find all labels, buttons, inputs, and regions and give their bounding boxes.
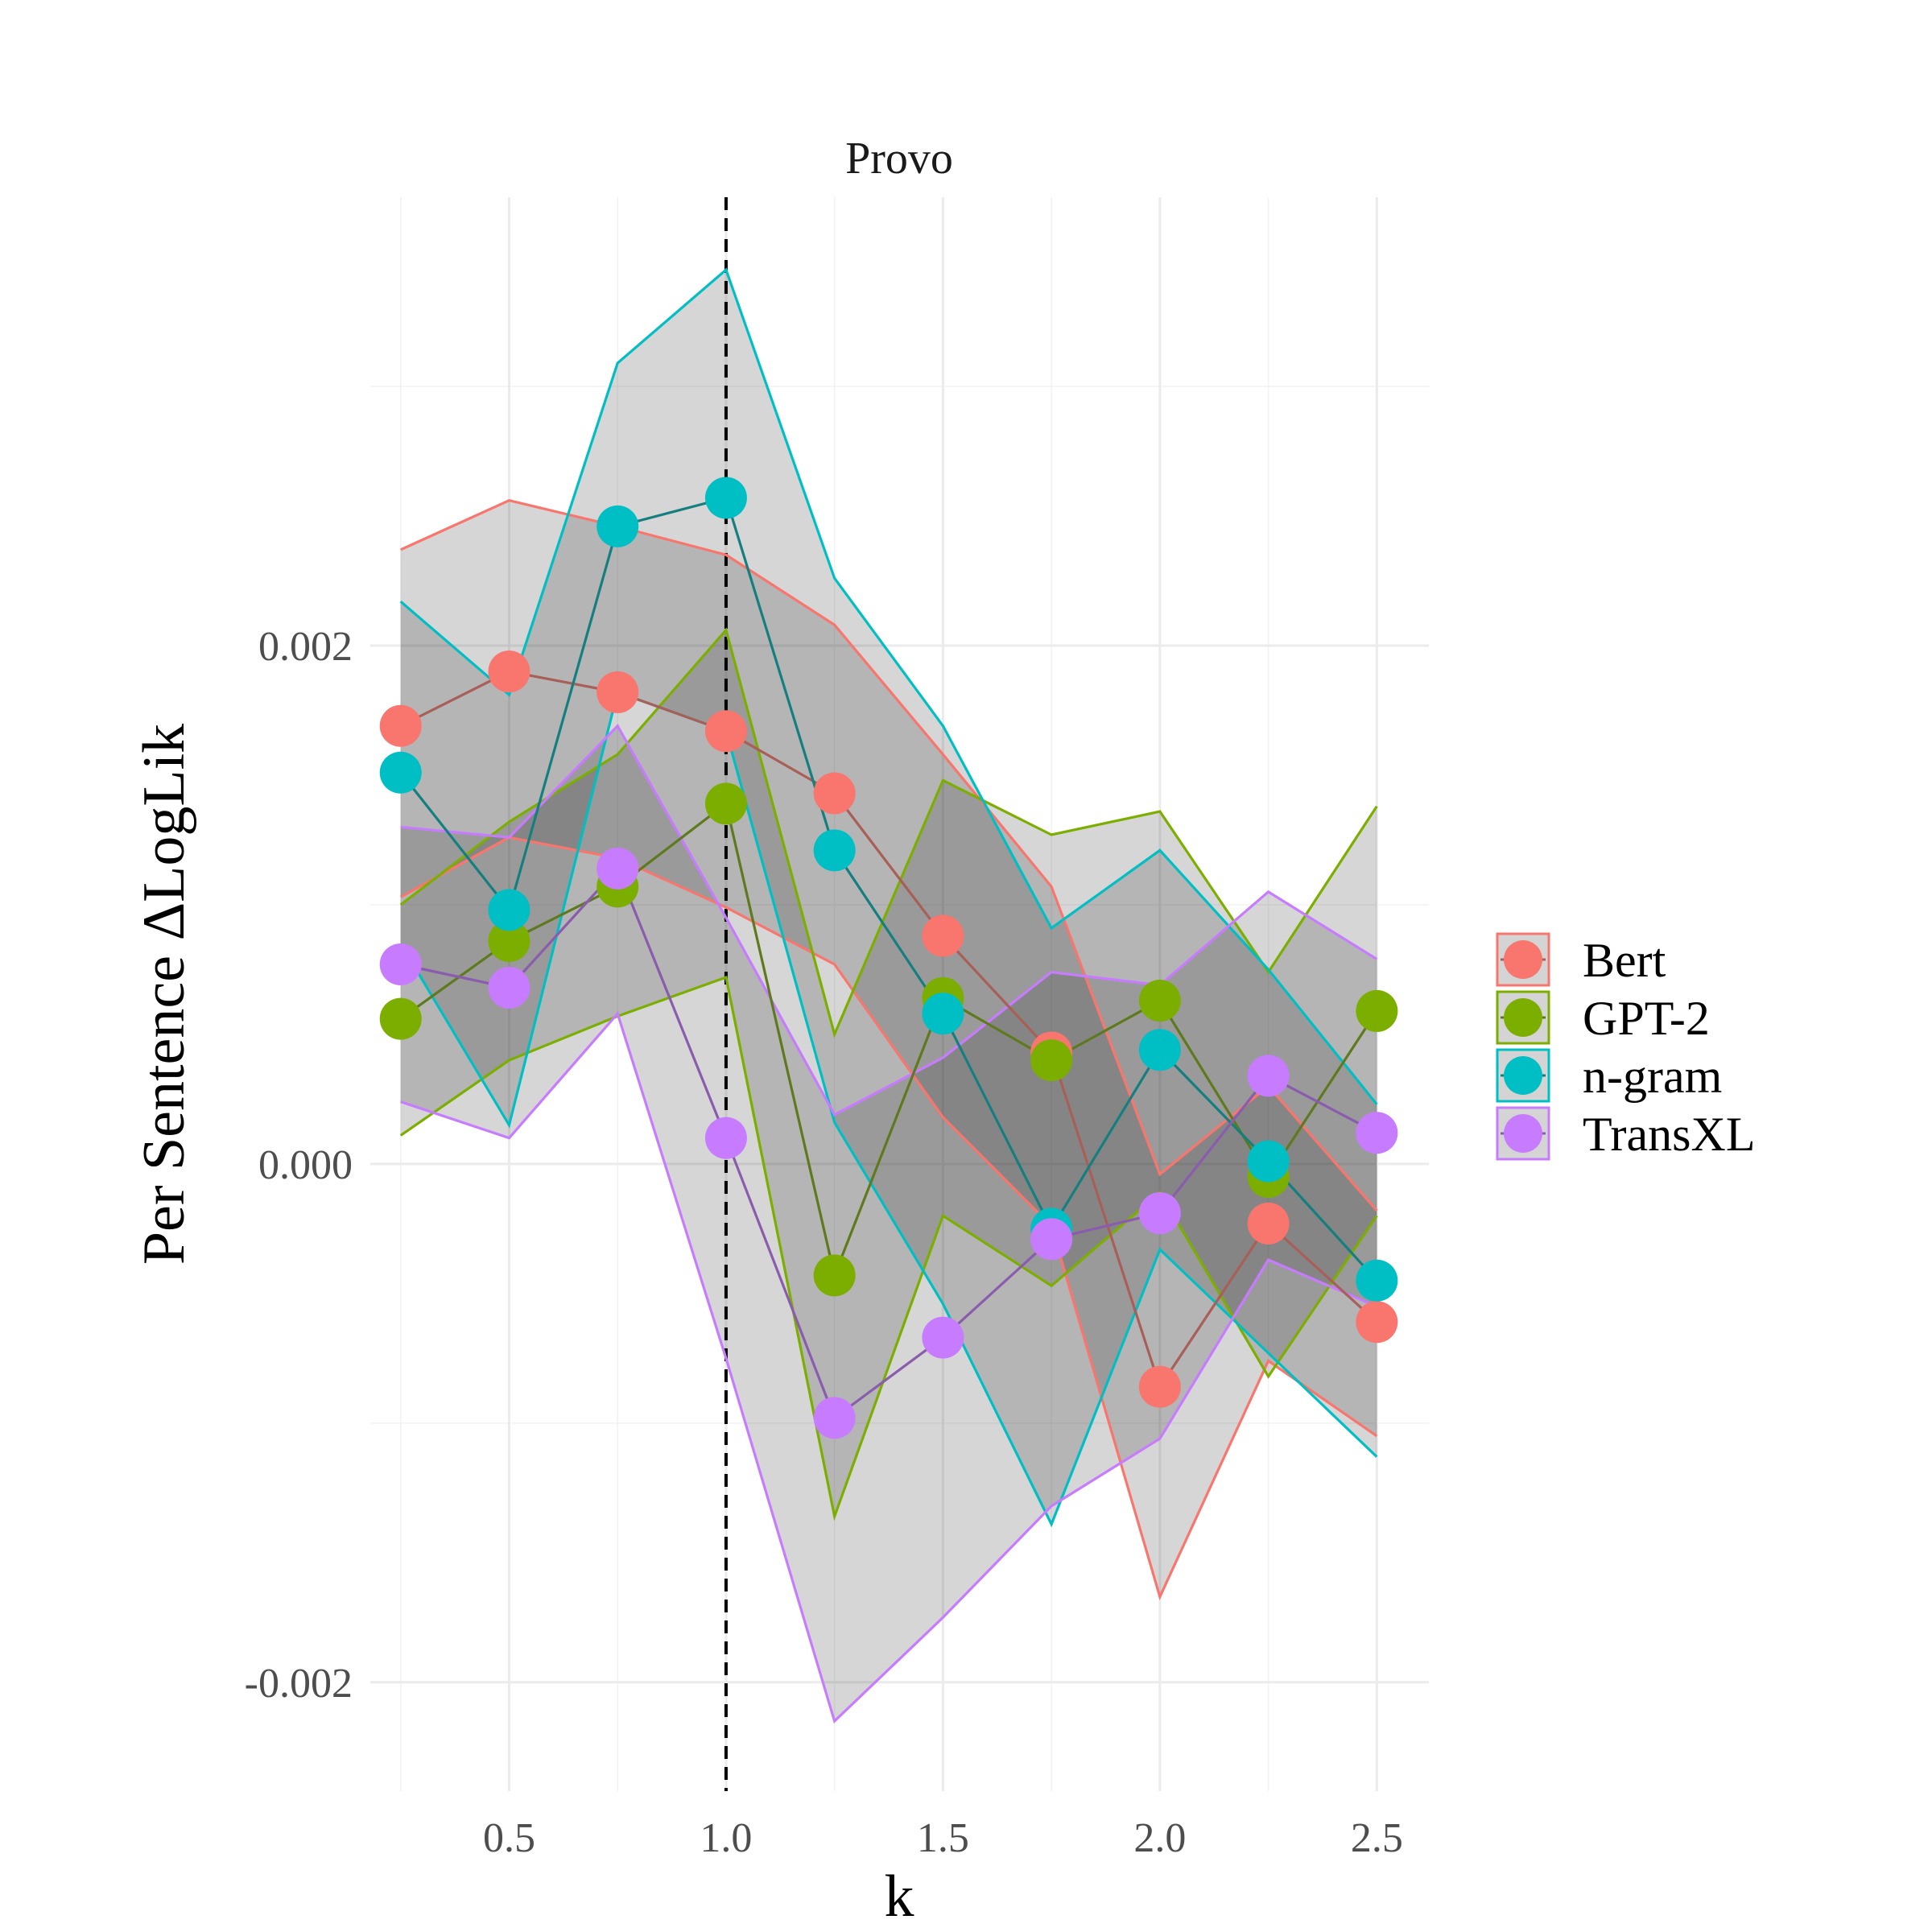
data-point-n-gram [379,751,422,794]
data-point-transxl [813,1397,856,1439]
ribbon-lower-gpt-2 [399,975,1378,1521]
series-points [379,477,1398,1439]
legend-label-bert: Bert [1583,934,1666,987]
series-line-transxl [400,865,1378,1420]
ribbon-n-gram [400,270,1377,1525]
series-lines [399,496,1378,1420]
data-point-transxl [597,847,639,890]
data-point-bert [922,914,964,957]
series-line-n-gram [399,496,1378,1282]
ribbon-upper-gpt-2 [399,627,1378,1038]
data-point-gpt-2 [1030,1039,1073,1082]
ribbon-lower-bert [399,836,1378,1601]
data-point-n-gram [1138,1029,1181,1071]
x-axis-title: k [885,1864,914,1930]
x-tick-label: 0.5 [483,1815,535,1861]
y-axis-title: Per Sentence ΔLogLik [131,724,197,1265]
ribbon-gpt-2 [400,630,1377,1517]
data-point-bert [813,772,856,815]
data-point-gpt-2 [813,1254,856,1297]
series-line-gpt-2 [399,801,1378,1280]
legend-key-point [1504,998,1542,1037]
data-point-n-gram [1247,1140,1290,1183]
data-point-transxl [488,966,530,1009]
data-point-bert [488,650,530,693]
ribbon-upper-transxl [400,724,1378,1117]
series-line-bert [400,670,1378,1390]
legend-key-point [1504,1056,1542,1095]
data-point-gpt-2 [1138,980,1181,1022]
legend-key-point [1504,1114,1542,1153]
data-point-transxl [704,1117,747,1159]
data-point-transxl [379,943,422,985]
y-tick-label: 0.002 [258,624,353,670]
data-point-n-gram [597,505,639,547]
legend-label-transxl: TransXL [1583,1108,1755,1161]
legend-key-point [1504,940,1542,979]
data-point-gpt-2 [704,782,747,825]
data-point-bert [379,704,422,747]
data-point-transxl [1356,1112,1398,1154]
data-point-n-gram [1356,1259,1398,1302]
panel-title: Provo [845,134,953,184]
data-point-n-gram [704,477,747,519]
y-tick-label: 0.000 [258,1142,353,1188]
data-point-transxl [1030,1218,1073,1261]
data-point-n-gram [922,993,964,1035]
x-tick-label: 1.5 [917,1815,969,1861]
data-point-bert [1247,1202,1290,1245]
ribbon-upper-bert [400,498,1378,1212]
data-point-transxl [1138,1192,1181,1235]
y-tick-label: -0.002 [245,1661,353,1707]
data-point-bert [704,710,747,753]
x-tick-label: 2.0 [1133,1815,1186,1861]
confidence-ribbons [400,270,1377,1722]
ribbon-boundary-lines [399,267,1378,1724]
x-tick-label: 2.5 [1351,1815,1403,1861]
data-point-bert [1356,1301,1398,1344]
data-point-gpt-2 [379,997,422,1040]
data-point-n-gram [813,829,856,872]
data-point-bert [1138,1365,1181,1408]
x-tick-label: 1.0 [700,1815,752,1861]
ribbon-lower-n-gram [399,690,1378,1528]
ribbon-upper-n-gram [399,267,1378,1105]
axes: Provo k Per Sentence ΔLogLik 0.5 1.0 1.5 2.… [131,134,1403,1930]
legend-label-n-gram: n-gram [1583,1050,1722,1103]
data-point-gpt-2 [488,920,530,962]
ribbon-lower-transxl [400,1010,1377,1724]
data-point-transxl [1247,1055,1290,1097]
ribbon-transxl [400,725,1377,1722]
data-point-transxl [922,1316,964,1359]
data-point-bert [597,671,639,713]
legend-label-gpt-2: GPT-2 [1583,992,1710,1045]
data-point-gpt-2 [1356,989,1398,1032]
data-point-n-gram [488,889,530,931]
